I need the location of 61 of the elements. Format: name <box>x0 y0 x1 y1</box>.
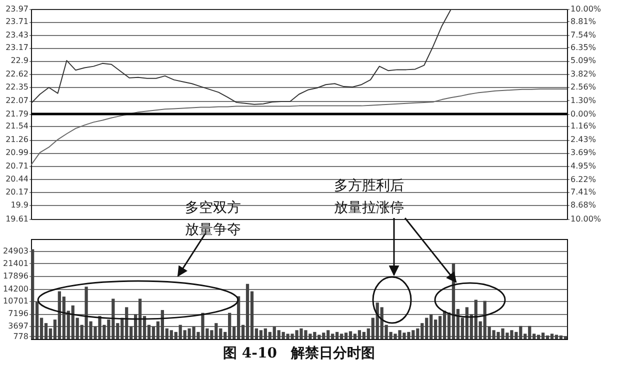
y2-tick-label: 2.43% <box>570 135 596 144</box>
y-tick-label: 23.17 <box>6 43 28 52</box>
bar <box>344 332 348 339</box>
y2-tick-label: 8.81% <box>570 16 596 26</box>
y2-tick-label: 10.00% <box>570 214 602 224</box>
bar <box>550 334 554 339</box>
y-tick-label: 7196 <box>8 309 28 318</box>
y-tick-label: 10701 <box>3 296 28 306</box>
y2-tick-label: 3.82% <box>570 69 596 78</box>
y-tick-label: 14200 <box>3 284 28 294</box>
bar <box>259 330 263 339</box>
bar <box>236 296 240 339</box>
y2-tick-label: 10.00% <box>570 4 602 14</box>
y2-tick-label: 5.09% <box>570 56 596 66</box>
y-tick-label: 17896 <box>3 271 28 280</box>
y2-tick-label: 7.41% <box>570 187 596 196</box>
y-tick-label: 19.9 <box>10 200 28 210</box>
y-tick-label: 22.35 <box>6 82 28 92</box>
y2-tick-label: 7.54% <box>570 30 596 40</box>
y2-tick-label: 1.30% <box>570 96 596 105</box>
y2-tick-label: 2.56% <box>570 82 596 92</box>
y-tick-label: 23.71 <box>6 17 28 26</box>
y-tick-label: 20.17 <box>6 188 28 197</box>
y-tick-label: 22.62 <box>6 70 28 79</box>
y2-tick-label: 4.95% <box>570 161 596 170</box>
bar <box>348 331 352 339</box>
y2-tick-label: 6.22% <box>570 174 596 184</box>
y2-tick-label: 1.16% <box>570 122 596 131</box>
bar <box>246 284 250 339</box>
y2-tick-label: 3.69% <box>570 148 596 158</box>
y2-tick-label: 8.68% <box>570 200 596 210</box>
y-tick-label: 20.99 <box>6 148 28 158</box>
y-tick-label: 3697 <box>8 321 28 330</box>
y-tick-label: 21.54 <box>6 122 28 131</box>
bar <box>340 334 344 339</box>
bar <box>564 336 567 339</box>
y-tick-label: 21401 <box>3 258 28 268</box>
bar <box>335 332 339 339</box>
bar <box>442 310 446 339</box>
text: 图 4-10 解禁日分时图 <box>223 345 375 362</box>
y-tick-label: 23.97 <box>6 4 28 14</box>
y-tick-label: 21.79 <box>6 110 28 118</box>
bar <box>559 335 563 339</box>
bar <box>541 332 545 339</box>
y-tick-label: 22.9 <box>10 56 28 66</box>
y-tick-label: 23.43 <box>6 30 28 40</box>
bar <box>546 335 550 339</box>
y-tick-label: 19.61 <box>6 214 28 224</box>
y-tick-label: 20.44 <box>6 174 28 184</box>
bar <box>31 249 34 339</box>
bar <box>138 298 142 339</box>
y2-tick-label: 6.35% <box>570 42 596 52</box>
bar <box>358 330 362 339</box>
bar <box>554 334 558 339</box>
y-tick-label: 21.26 <box>6 135 28 144</box>
y-tick-label: 24903 <box>3 246 28 256</box>
y-tick-label: 778 <box>13 332 28 341</box>
y-tick-label: 22.07 <box>6 96 28 106</box>
y2-tick-label: 0.00% <box>570 110 596 118</box>
bar <box>353 334 357 339</box>
y-tick-label: 20.71 <box>6 162 28 171</box>
